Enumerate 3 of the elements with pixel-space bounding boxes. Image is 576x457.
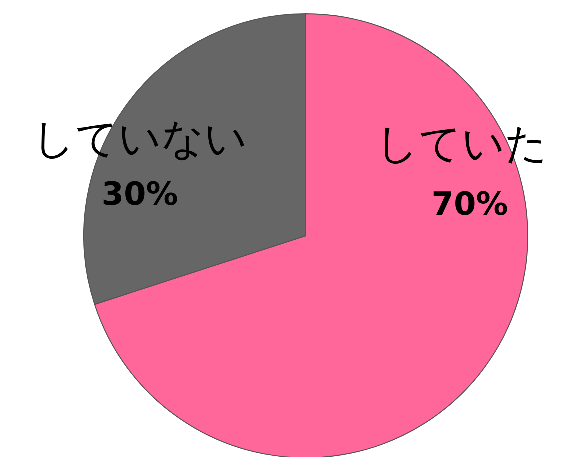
slice-label: していた bbox=[376, 119, 548, 168]
data-label: 30% bbox=[102, 175, 178, 213]
data-label: 70% bbox=[432, 185, 508, 223]
